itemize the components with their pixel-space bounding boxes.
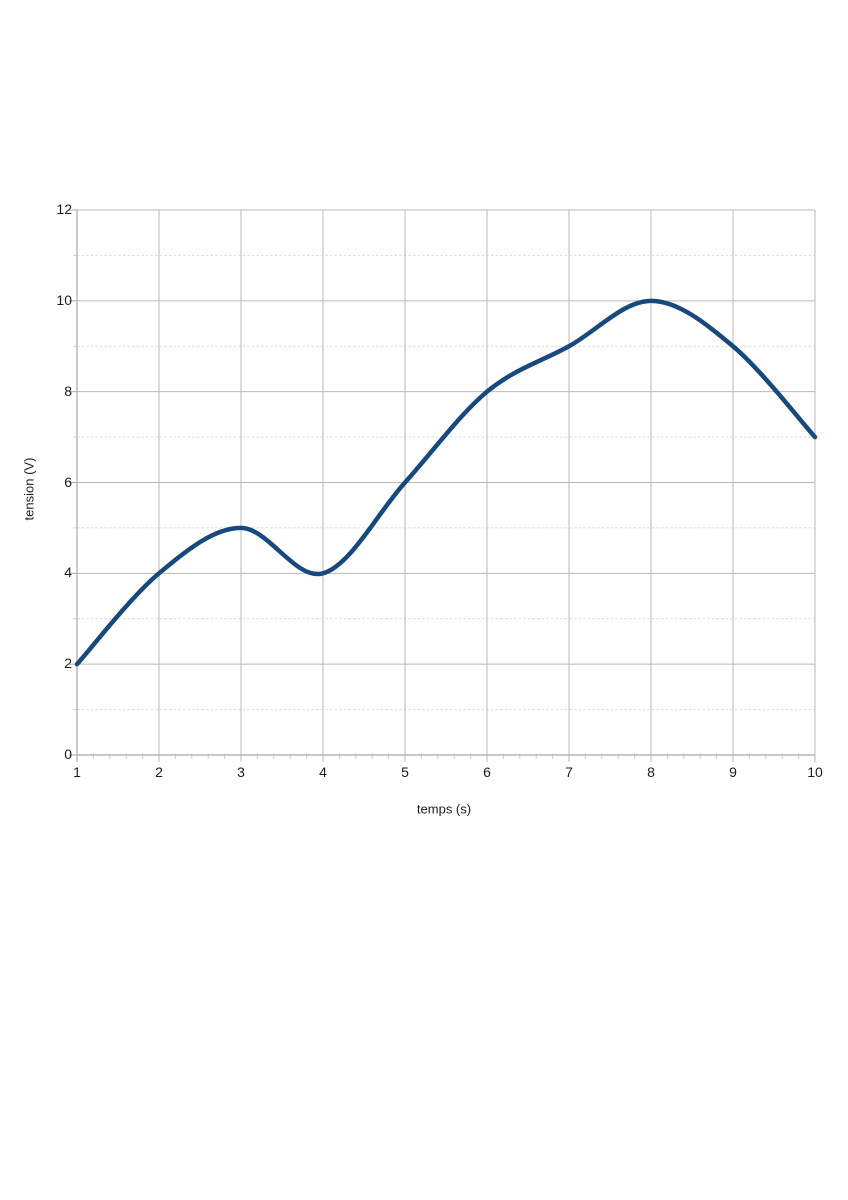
y-tick-label: 2 xyxy=(64,655,72,672)
x-tick-label: 9 xyxy=(729,764,737,780)
y-tick-label: 4 xyxy=(64,564,72,581)
x-axis-title: temps (s) xyxy=(416,801,472,817)
x-tick-label: 7 xyxy=(565,764,573,780)
x-tick-label: 5 xyxy=(401,764,409,780)
y-tick-label: 6 xyxy=(64,473,72,490)
data-series-curve xyxy=(74,298,818,667)
x-tick-label: 1 xyxy=(73,764,81,780)
y-tick-label: 8 xyxy=(64,382,72,399)
y-tick-label: 10 xyxy=(56,291,72,308)
x-tick-label: 10 xyxy=(807,764,823,780)
x-tick-label: 2 xyxy=(155,764,163,780)
y-tick-label: 12 xyxy=(56,201,72,217)
x-tick-label: 3 xyxy=(237,764,245,780)
x-tick-label: 8 xyxy=(647,764,655,780)
y-tick-label: 0 xyxy=(64,746,72,762)
y-axis-title: tension (V) xyxy=(21,457,37,521)
x-tick-label: 6 xyxy=(483,764,491,780)
x-tick-label: 4 xyxy=(319,764,327,780)
